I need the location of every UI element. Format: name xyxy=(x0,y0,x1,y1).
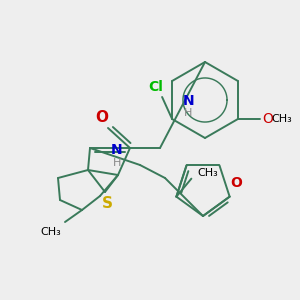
Text: N: N xyxy=(111,143,123,158)
Text: Cl: Cl xyxy=(149,80,164,94)
Text: CH₃: CH₃ xyxy=(197,168,218,178)
Text: CH₃: CH₃ xyxy=(40,227,61,237)
Text: S: S xyxy=(101,196,112,211)
Text: H: H xyxy=(184,108,193,118)
Text: O: O xyxy=(262,112,273,126)
Text: O: O xyxy=(95,110,109,125)
Text: CH₃: CH₃ xyxy=(272,114,292,124)
Text: N: N xyxy=(183,94,194,108)
Text: O: O xyxy=(231,176,242,190)
Text: H: H xyxy=(113,158,121,167)
